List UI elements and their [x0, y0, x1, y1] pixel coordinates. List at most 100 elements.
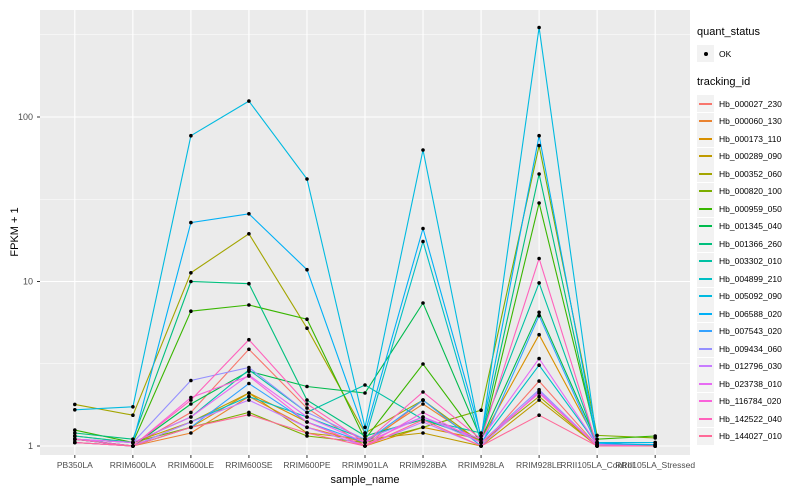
data-point: [537, 413, 541, 418]
y-tick-label: 100: [18, 112, 33, 122]
data-point: [189, 271, 193, 275]
legend-tracking-entries: Hb_000027_230 Hb_000060_130 Hb_000173_110 H…: [697, 95, 799, 445]
legend-label: Hb_000289_090: [719, 151, 782, 161]
legend-item-Hb_006588_020: Hb_006588_020: [697, 305, 799, 322]
data-point: [189, 398, 193, 402]
data-point: [479, 431, 483, 435]
data-point: [479, 437, 483, 442]
legend-line-icon: [699, 190, 712, 192]
y-tick-label: 10: [23, 277, 33, 287]
legend-key-swatch: [697, 357, 714, 375]
data-point: [653, 444, 657, 448]
data-point: [595, 437, 599, 442]
legend-line-icon: [699, 207, 712, 210]
legend-key-swatch: [697, 322, 714, 340]
x-tick-label: RRIM600SE: [225, 460, 273, 470]
legend-key-swatch: [697, 375, 714, 392]
legend-label: Hb_000060_130: [719, 116, 782, 126]
legend-line-icon: [699, 435, 712, 437]
legend-item-Hb_000289_090: Hb_000289_090: [697, 147, 799, 165]
data-point: [537, 356, 541, 361]
legend-label: Hb_006588_020: [719, 308, 782, 319]
data-point: [189, 410, 193, 415]
legend-key-ok: [697, 45, 714, 62]
data-point: [131, 437, 135, 442]
data-point: [363, 425, 367, 430]
x-tick-label: RRII105LA_Control: [560, 460, 634, 470]
legend-key-swatch: [697, 252, 714, 270]
data-point: [479, 440, 483, 445]
data-point: [131, 413, 135, 418]
data-point: [537, 201, 541, 205]
data-point: [247, 398, 251, 402]
data-point: [305, 317, 309, 322]
legend-label: Hb_142522_040: [719, 413, 782, 424]
data-point: [73, 431, 77, 435]
data-point: [131, 440, 135, 445]
legend: quant_status OK tracking_id Hb_000027_23…: [697, 26, 799, 445]
legend-label: Hb_001366_260: [719, 238, 782, 249]
legend-line-icon: [699, 225, 712, 227]
data-point: [537, 394, 541, 399]
legend-key-swatch: [697, 427, 714, 445]
data-point: [189, 415, 193, 419]
legend-key-swatch: [697, 410, 714, 427]
data-point: [537, 379, 541, 383]
data-point: [247, 412, 251, 417]
legend-line-icon: [699, 120, 712, 122]
data-point: [421, 398, 425, 402]
data-point: [305, 177, 309, 181]
data-point: [421, 431, 425, 435]
data-point: [189, 431, 193, 435]
data-point: [305, 267, 309, 272]
legend-label: Hb_116784_020: [719, 396, 782, 406]
legend-label: Hb_005092_090: [719, 291, 782, 301]
data-point: [247, 374, 251, 378]
legend-key-swatch: [697, 340, 714, 357]
legend-key-swatch: [697, 270, 714, 287]
legend-line-icon: [699, 260, 712, 262]
legend-line-icon: [699, 137, 712, 140]
data-point: [363, 383, 367, 387]
legend-item-Hb_000060_130: Hb_000060_130: [697, 112, 799, 130]
data-point: [247, 337, 251, 342]
data-point: [247, 212, 251, 216]
data-point: [537, 172, 541, 176]
data-point: [537, 363, 541, 368]
x-axis-title: sample_name: [330, 474, 400, 486]
data-point: [537, 310, 541, 315]
data-point: [421, 415, 425, 419]
data-point: [595, 444, 599, 448]
data-point: [537, 281, 541, 285]
data-point: [305, 406, 309, 410]
legend-label: Hb_003302_010: [719, 256, 782, 266]
legend-item-Hb_001345_040: Hb_001345_040: [697, 217, 799, 235]
legend-line-icon: [699, 312, 712, 315]
data-point: [247, 365, 251, 370]
legend-title-quant-status: quant_status: [697, 26, 760, 38]
legend-item-Hb_023738_010: Hb_023738_010: [697, 375, 799, 392]
legend-label: Hb_012796_030: [719, 361, 782, 371]
data-point: [421, 362, 425, 366]
x-tick-label: RRIM928LE: [516, 460, 563, 470]
data-point: [131, 444, 135, 448]
x-tick-label: RRIM928BA: [399, 460, 447, 470]
x-tick-label: PB350LA: [57, 460, 93, 470]
data-point: [73, 440, 77, 445]
y-tick-label: 1: [28, 441, 33, 451]
data-point: [363, 391, 367, 395]
legend-item-Hb_003302_010: Hb_003302_010: [697, 252, 799, 270]
legend-key-swatch: [697, 147, 714, 165]
legend-item-Hb_005092_090: Hb_005092_090: [697, 287, 799, 305]
legend-label: Hb_000959_050: [719, 203, 782, 214]
legend-item-Hb_009434_060: Hb_009434_060: [697, 340, 799, 357]
legend-item-Hb_000820_100: Hb_000820_100: [697, 182, 799, 200]
data-point: [189, 420, 193, 424]
data-point: [305, 384, 309, 389]
data-point: [479, 434, 483, 438]
legend-label: Hb_001345_040: [719, 221, 782, 231]
data-point: [537, 391, 541, 395]
legend-key-swatch: [697, 235, 714, 252]
legend-line-icon: [699, 417, 712, 420]
